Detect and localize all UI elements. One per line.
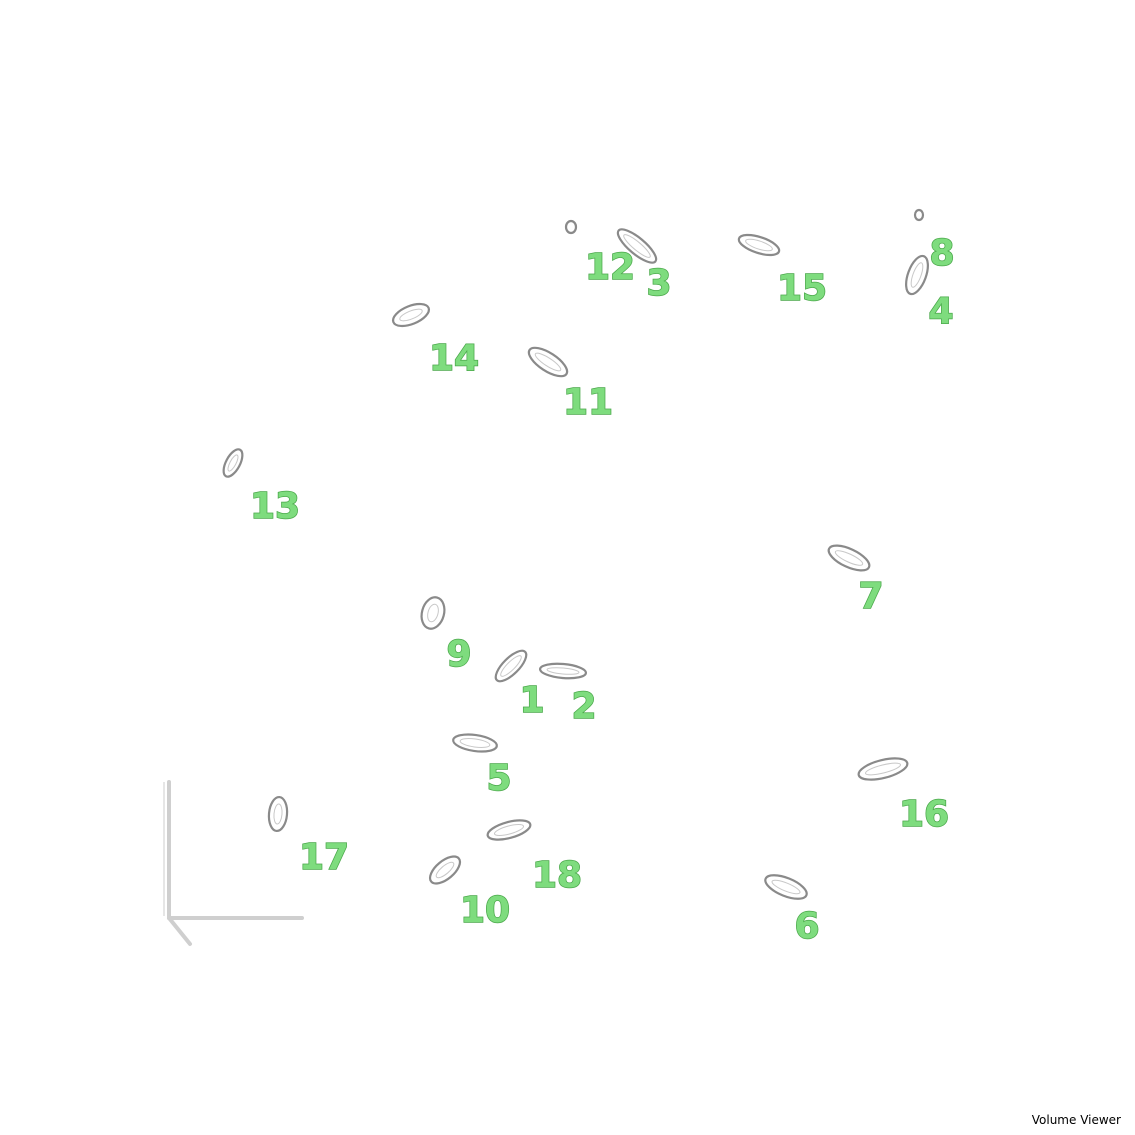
object-6-blob[interactable]	[762, 870, 810, 903]
object-label: 5	[486, 758, 511, 799]
object-7-blob[interactable]	[825, 541, 872, 576]
object-label: 6	[794, 906, 819, 947]
object-label: 9	[446, 634, 471, 675]
object-label: 17	[299, 837, 349, 878]
object-label: 11	[563, 382, 613, 423]
object-fragment-blob	[564, 219, 578, 235]
object-label: 7	[858, 576, 883, 617]
object-label: 15	[777, 268, 827, 309]
object-5-blob[interactable]	[452, 732, 498, 754]
axis-z	[167, 916, 192, 946]
orientation-axes	[163, 780, 304, 946]
object-13-blob[interactable]	[220, 446, 246, 479]
object-14-blob[interactable]	[390, 300, 432, 331]
object-label: 16	[899, 794, 949, 835]
viewer-title: Volume Viewer	[1031, 1113, 1121, 1127]
object-2-blob[interactable]	[538, 662, 588, 680]
object-8-blob[interactable]	[913, 208, 925, 222]
objects-layer	[220, 208, 933, 903]
object-3-blob[interactable]	[613, 224, 660, 267]
object-label: 1	[519, 680, 544, 721]
object-9-blob[interactable]	[418, 595, 448, 632]
object-label: 8	[929, 233, 954, 274]
object-18-blob[interactable]	[486, 817, 533, 844]
object-17-blob[interactable]	[267, 795, 289, 833]
object-label: 3	[646, 263, 671, 304]
object-15-blob[interactable]	[737, 231, 782, 259]
object-label: 12	[585, 247, 635, 288]
object-label: 10	[460, 890, 510, 931]
object-label: 14	[429, 338, 479, 379]
object-label: 18	[532, 855, 582, 896]
object-label: 2	[571, 686, 596, 727]
labels-layer: 1 2 3 4 5 6 7 8 9 10 11 12 13 14 15 16 1…	[249, 232, 955, 948]
object-1-blob[interactable]	[491, 646, 531, 686]
object-16-blob[interactable]	[857, 754, 910, 784]
object-11-blob[interactable]	[525, 342, 572, 381]
object-4-blob[interactable]	[902, 253, 933, 297]
object-label: 4	[928, 291, 953, 332]
object-10-blob[interactable]	[425, 852, 464, 889]
object-label: 13	[250, 486, 300, 527]
